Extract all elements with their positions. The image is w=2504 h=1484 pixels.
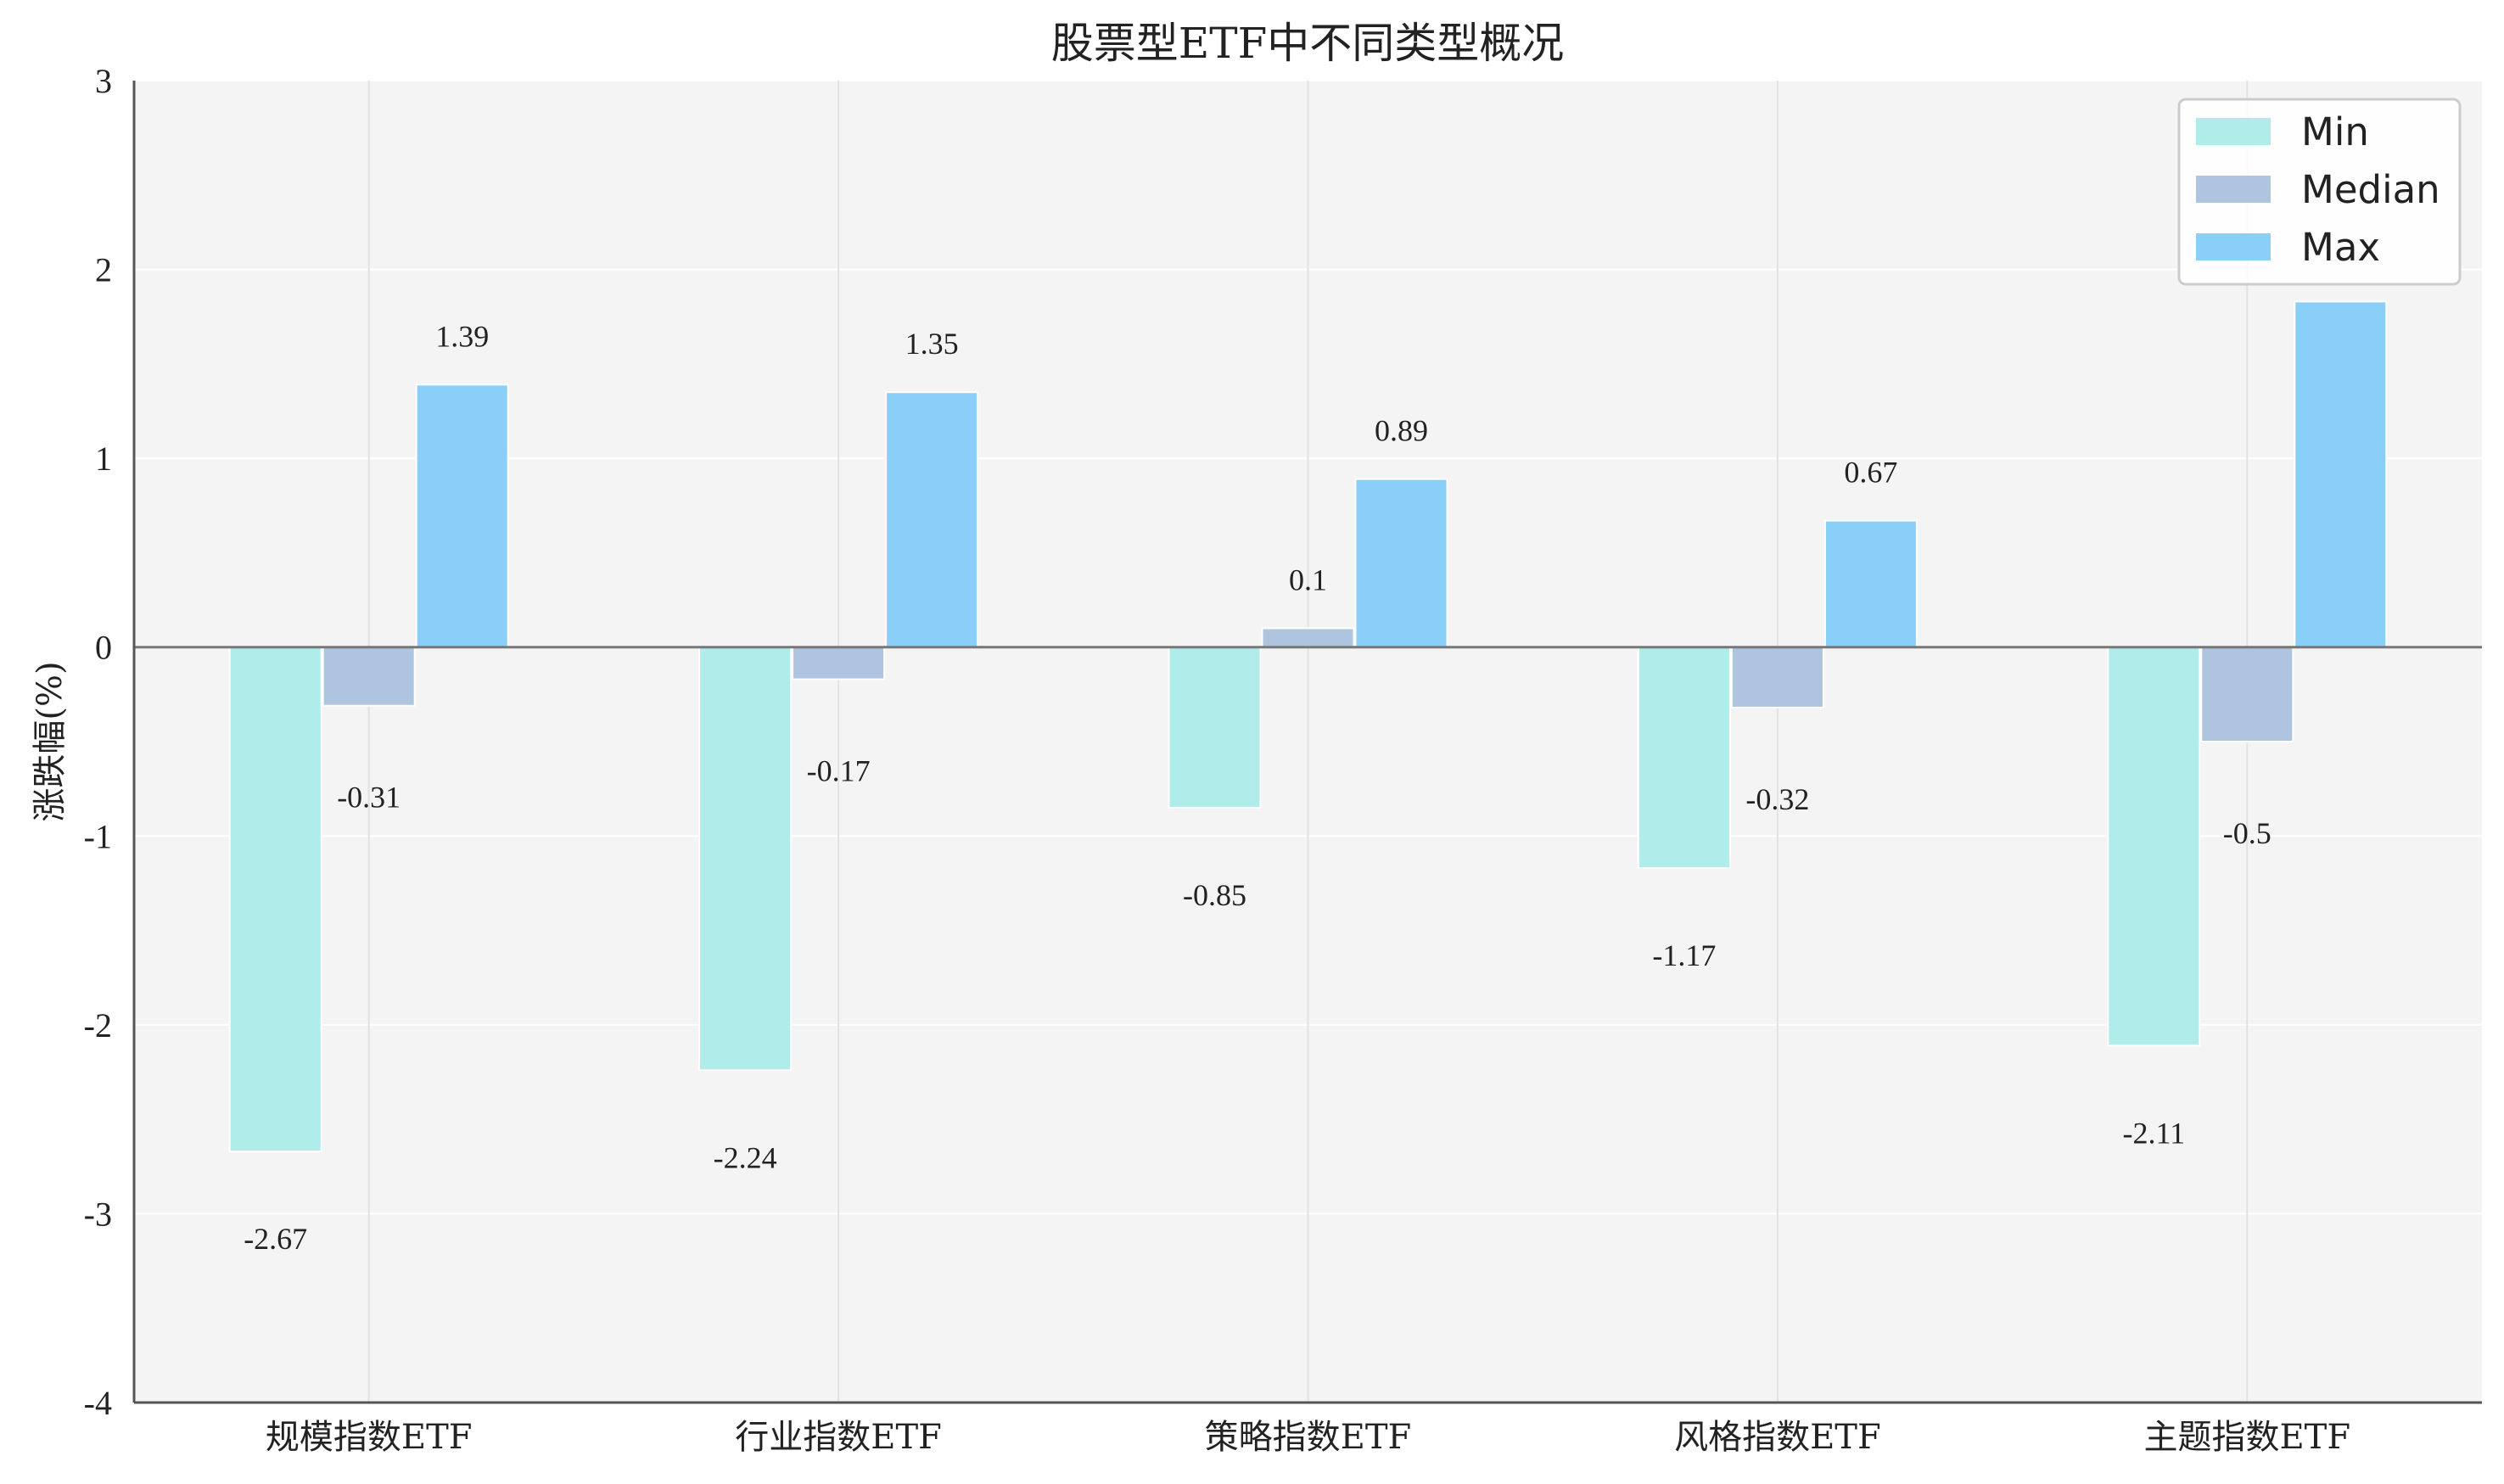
legend: Min Median Max xyxy=(2177,98,2462,286)
x-tick-label: 主题指数ETF xyxy=(2143,1418,2350,1457)
legend-swatch-min xyxy=(2196,118,2271,145)
y-tick-label: 1 xyxy=(95,440,112,478)
bars xyxy=(228,300,2388,1152)
bar-median xyxy=(1261,627,1355,648)
data-label-median: -0.5 xyxy=(2223,816,2272,850)
data-label-max: 1.39 xyxy=(435,319,489,353)
grid-lines xyxy=(134,80,2482,1403)
bar-median xyxy=(322,646,416,707)
data-label-median: 0.1 xyxy=(1289,563,1327,596)
data-label-min: -2.11 xyxy=(2122,1116,2185,1150)
bar-median xyxy=(1730,646,1824,708)
bar-median xyxy=(792,646,886,680)
bar-min xyxy=(2107,646,2201,1047)
y-tick-labels: 3 2 1 0 -1 -2 -3 -4 xyxy=(84,62,112,1422)
y-tick-label: 3 xyxy=(95,62,112,100)
bar-max xyxy=(415,384,509,648)
data-label-min: -2.24 xyxy=(714,1140,777,1174)
bar-median xyxy=(2200,646,2294,743)
data-labels: -2.67 -0.31 1.39 -2.24 -0.17 1.35 -0.85 0.1 0.89… xyxy=(244,319,2272,1256)
y-tick-label: 2 xyxy=(95,251,112,289)
data-label-median: -0.31 xyxy=(337,781,401,815)
data-label-median: -0.32 xyxy=(1745,782,1809,816)
y-tick-label: -2 xyxy=(84,1006,112,1044)
bar-max xyxy=(1823,519,1918,648)
legend-swatch-max xyxy=(2196,233,2271,260)
bar-min xyxy=(1637,646,1731,870)
bar-max xyxy=(1354,478,1448,648)
legend-label-max: Max xyxy=(2301,225,2380,270)
y-tick-label: -4 xyxy=(84,1384,112,1422)
x-tick-label: 风格指数ETF xyxy=(1674,1418,1881,1457)
x-tick-label: 行业指数ETF xyxy=(735,1418,942,1457)
data-label-max: 0.89 xyxy=(1375,414,1428,448)
legend-label-median: Median xyxy=(2301,167,2440,212)
bar-max xyxy=(2294,300,2388,648)
x-tick-labels: 规模指数ETF 行业指数ETF 策略指数ETF 风格指数ETF 主题指数ETF xyxy=(266,1418,2350,1457)
data-label-max: 0.67 xyxy=(1844,456,1897,490)
chart-title: 股票型ETF中不同类型概况 xyxy=(1051,19,1565,68)
bar-max xyxy=(885,391,979,648)
bar-min xyxy=(228,646,322,1152)
data-label-min: -2.67 xyxy=(244,1222,307,1256)
data-label-min: -1.17 xyxy=(1652,938,1716,972)
bar-min xyxy=(1168,646,1262,809)
legend-label-min: Min xyxy=(2301,109,2369,154)
bar-min xyxy=(698,646,793,1072)
data-label-min: -0.85 xyxy=(1183,878,1246,912)
y-tick-label: -1 xyxy=(84,817,112,855)
x-tick-label: 规模指数ETF xyxy=(266,1418,473,1457)
y-tick-label: 0 xyxy=(95,629,112,667)
x-tick-label: 策略指数ETF xyxy=(1205,1418,1412,1457)
data-label-max: 1.35 xyxy=(905,327,959,361)
y-tick-label: -3 xyxy=(84,1195,112,1233)
legend-swatch-median xyxy=(2196,176,2271,203)
y-axis-label: 涨跌幅(%) xyxy=(31,661,70,821)
data-label-median: -0.17 xyxy=(807,754,871,788)
